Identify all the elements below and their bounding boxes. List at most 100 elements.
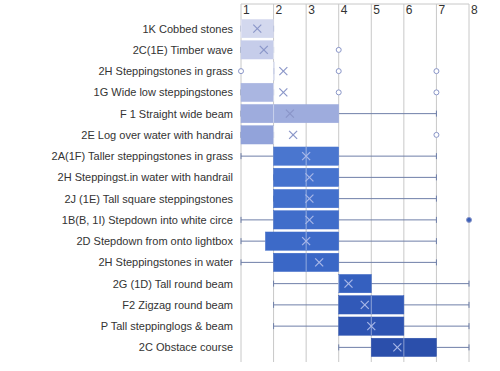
category-label: F2 Zigzag round beam [122,299,233,311]
mean-marker [393,343,401,351]
mean-stroke [302,237,310,245]
tick-label: 6 [406,3,413,17]
mean-stroke [393,343,401,351]
mean-stroke [344,280,352,288]
box [274,253,339,271]
whisker [241,219,274,220]
box [274,147,339,165]
category-label: 2A(1F) Taller steppingstones in grass [52,150,234,162]
box [273,62,275,80]
mean-stroke [253,25,261,33]
whisker-cap [273,281,274,287]
whisker-cap [241,259,242,265]
whisker [274,326,339,327]
marks [239,19,472,356]
box [241,19,274,37]
whisker [339,177,437,178]
grid-line [469,4,470,362]
whisker [339,198,437,199]
mean-stroke [361,301,369,309]
whisker [274,304,339,305]
box [371,338,436,356]
median [241,19,242,37]
category-label: 1B(B, 1I) Stepdown into white circe [62,214,233,226]
mean-stroke [305,216,313,224]
whisker-cap [241,238,242,244]
whisker-cap [469,281,470,287]
mean-marker [361,301,369,309]
whisker [436,347,469,348]
mean-stroke [279,88,287,96]
mean-stroke [302,237,310,245]
category-label: 2J (1E) Tall square steppingstones [64,193,233,205]
mean-marker [367,322,375,330]
median [273,83,274,101]
outlier [336,47,341,52]
whisker-cap [436,217,437,223]
category-label: 2G (1D) Tall round beam [113,278,233,290]
box [241,126,274,144]
outlier [434,69,439,74]
mean-stroke [305,216,313,224]
whisker-cap [241,153,242,159]
box [339,274,372,292]
mean-marker [302,152,310,160]
box [274,189,339,207]
whisker [241,241,265,242]
box [241,104,339,122]
whisker [241,262,274,263]
outlier [336,69,341,74]
grid-line [371,4,372,362]
mean-marker [305,195,313,203]
mean-stroke [302,152,310,160]
tick-label: 5 [373,3,380,17]
mean-marker [260,46,268,54]
tick-label: 3 [308,3,315,17]
mean-stroke [305,173,313,181]
mean-stroke [344,280,352,288]
median [273,41,274,59]
mean-stroke [279,67,287,75]
whisker [339,156,437,157]
mean-stroke [286,110,294,118]
mean-stroke [279,88,287,96]
category-label: 2C Obstace course [139,341,233,353]
whisker-cap [436,259,437,265]
mean-stroke [286,110,294,118]
mean-stroke [260,46,268,54]
whisker [339,347,372,348]
median [273,126,274,144]
whisker-cap [241,217,242,223]
tick-label: 8 [471,3,478,17]
whisker [339,219,437,220]
median [306,189,307,207]
outlier [336,90,341,95]
category-label: 2E Log over water with handrai [81,129,233,141]
whisker [339,241,437,242]
median [273,62,274,80]
tick-label: 7 [438,3,445,17]
category-label: 1G Wide low steppingstones [94,86,234,98]
mean-marker [305,216,313,224]
outlier [434,90,439,95]
tick-label: 2 [276,3,283,17]
mean-marker [279,67,287,75]
whisker-cap [469,323,470,329]
category-labels: 1K Cobbed stones2C(1E) Timber wave2H Ste… [52,23,234,354]
median [306,168,307,186]
outlier [239,69,244,74]
mean-marker [279,88,287,96]
box [241,41,274,59]
category-label: P Tall steppinglogs & beam [101,320,233,332]
mean-stroke [279,67,287,75]
whisker-cap [436,196,437,202]
box [274,168,339,186]
whisker [241,156,274,157]
box [274,211,339,229]
whisker-cap [436,111,437,117]
whisker-cap [469,302,470,308]
mean-marker [253,25,261,33]
category-label: 2H Steppingst.in water with handrail [58,171,233,183]
whisker-cap [273,302,274,308]
mean-stroke [302,152,310,160]
